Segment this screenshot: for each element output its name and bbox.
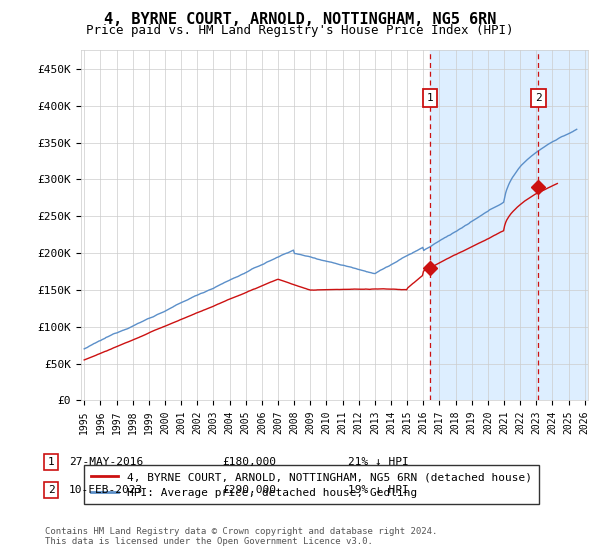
Text: £180,000: £180,000	[222, 457, 276, 467]
Text: 27-MAY-2016: 27-MAY-2016	[69, 457, 143, 467]
Bar	[430, 50, 588, 400]
Text: 2: 2	[47, 485, 55, 495]
Legend: 4, BYRNE COURT, ARNOLD, NOTTINGHAM, NG5 6RN (detached house), HPI: Average price: 4, BYRNE COURT, ARNOLD, NOTTINGHAM, NG5 …	[84, 465, 539, 505]
Text: Contains HM Land Registry data © Crown copyright and database right 2024.
This d: Contains HM Land Registry data © Crown c…	[45, 526, 437, 546]
Text: 19% ↓ HPI: 19% ↓ HPI	[348, 485, 409, 495]
Text: 2: 2	[535, 94, 542, 103]
Text: 1: 1	[427, 94, 433, 103]
Text: 1: 1	[47, 457, 55, 467]
Text: 21% ↓ HPI: 21% ↓ HPI	[348, 457, 409, 467]
Text: 4, BYRNE COURT, ARNOLD, NOTTINGHAM, NG5 6RN: 4, BYRNE COURT, ARNOLD, NOTTINGHAM, NG5 …	[104, 12, 496, 27]
Text: £290,000: £290,000	[222, 485, 276, 495]
Text: Price paid vs. HM Land Registry's House Price Index (HPI): Price paid vs. HM Land Registry's House …	[86, 24, 514, 36]
Bar	[538, 50, 588, 400]
Text: 10-FEB-2023: 10-FEB-2023	[69, 485, 143, 495]
